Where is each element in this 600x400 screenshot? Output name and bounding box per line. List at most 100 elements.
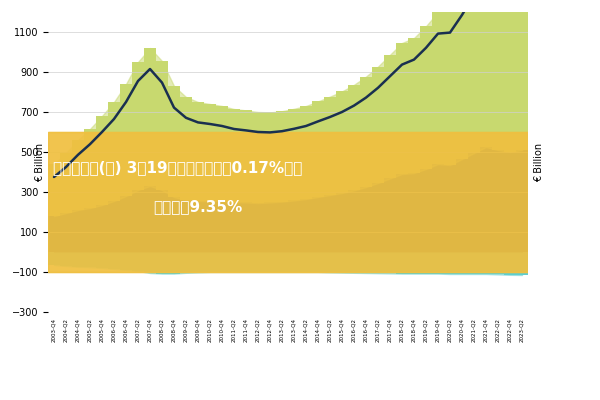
Bar [360,252,372,273]
Bar [192,201,204,252]
Bar [384,252,396,274]
Bar [336,92,348,193]
Bar [384,55,396,178]
Y-axis label: € Billion: € Billion [533,142,544,182]
Bar [276,202,288,252]
Bar [156,190,168,252]
Bar [156,61,168,190]
Bar [468,0,480,153]
Bar [132,252,144,271]
Bar [48,216,60,252]
Bar [168,252,180,274]
Bar [504,0,516,152]
Bar [60,213,72,252]
Bar [504,152,516,252]
Bar [408,38,420,173]
Bar [252,112,264,203]
Bar [48,132,540,272]
Bar [384,178,396,252]
Bar [288,252,300,272]
Bar [288,109,300,200]
Bar [348,252,360,273]
Bar [432,252,444,274]
Bar [144,252,156,273]
Bar [240,110,252,202]
Bar [168,197,180,252]
Bar [444,11,456,165]
Bar [360,187,372,252]
Bar [324,195,336,252]
Bar [288,200,300,252]
Bar [120,196,132,252]
Bar [456,0,468,159]
Text: 股溢价率9.35%: 股溢价率9.35% [154,200,243,214]
Bar [312,197,324,252]
Bar [348,85,360,190]
Bar [336,252,348,273]
Bar [168,86,180,197]
Bar [372,67,384,183]
Bar [444,165,456,252]
Bar [516,150,528,252]
Bar [300,106,312,199]
Bar [180,97,192,200]
Bar [72,210,84,252]
Bar [84,129,96,208]
Bar [132,190,144,252]
Bar [48,132,528,272]
Bar [432,164,444,252]
Y-axis label: € Billion: € Billion [35,142,45,182]
Bar [420,26,432,169]
Bar [144,48,156,186]
Bar [60,252,72,266]
Bar [156,252,168,274]
Bar [204,201,216,252]
Bar [492,252,504,274]
Bar [228,109,240,202]
Bar [456,159,468,252]
Bar [264,252,276,272]
Bar [324,97,336,195]
Bar [84,252,96,267]
Bar [396,252,408,274]
Bar [468,153,480,252]
Bar [468,252,480,274]
Bar [120,84,132,196]
Bar [96,205,108,252]
Bar [240,202,252,252]
Bar [276,252,288,272]
Bar [420,252,432,274]
Bar [180,200,192,252]
Bar [372,252,384,273]
Bar [264,202,276,252]
Bar [72,252,84,267]
Bar [192,102,204,201]
Bar [516,0,528,150]
Bar [420,169,432,252]
Bar [252,252,264,272]
Bar [312,252,324,272]
Bar [432,12,444,164]
Bar [360,77,372,187]
Bar [396,174,408,252]
Bar [312,102,324,197]
Bar [228,252,240,272]
Bar [84,208,96,252]
Bar [96,252,108,268]
Bar [48,252,60,265]
Bar [276,111,288,202]
Bar [324,252,336,272]
Bar [408,252,420,274]
Bar [300,199,312,252]
Bar [480,0,492,147]
Bar [60,153,72,213]
Bar [456,252,468,274]
Bar [192,252,204,272]
Bar [264,112,276,202]
Bar [252,203,264,252]
Bar [240,252,252,272]
Bar [48,164,60,216]
Text: 股票配资网(晋) 3月19日蓝天转唇下跌0.17%，转: 股票配资网(晋) 3月19日蓝天转唇下跌0.17%，转 [53,160,302,176]
Bar [300,252,312,272]
Bar [228,202,240,252]
